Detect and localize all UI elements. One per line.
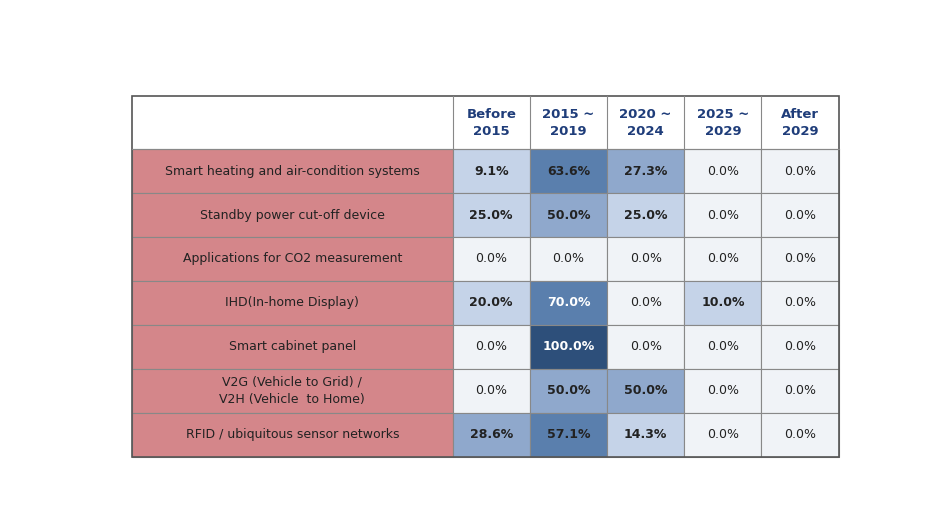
Text: 2015 ~
2019: 2015 ~ 2019 (542, 107, 595, 138)
Bar (607, 325, 684, 369)
Text: 2020 ~
2024: 2020 ~ 2024 (619, 107, 672, 138)
Bar (132, 281, 453, 325)
Text: 100.0%: 100.0% (542, 341, 595, 353)
Bar (530, 369, 607, 413)
Text: 70.0%: 70.0% (547, 296, 590, 309)
Text: 0.0%: 0.0% (707, 341, 739, 353)
Bar (607, 413, 684, 457)
Text: 50.0%: 50.0% (547, 208, 590, 222)
Text: 0.0%: 0.0% (476, 385, 508, 397)
Bar (607, 149, 684, 193)
Bar (453, 325, 530, 369)
Text: After
2029: After 2029 (781, 107, 819, 138)
Text: 0.0%: 0.0% (784, 428, 816, 442)
Bar (607, 237, 684, 281)
Text: 0.0%: 0.0% (707, 252, 739, 266)
Bar (453, 193, 530, 237)
Text: 0.0%: 0.0% (553, 252, 585, 266)
Bar (530, 237, 607, 281)
Bar (530, 325, 607, 369)
Text: IHD(In-home Display): IHD(In-home Display) (226, 296, 359, 309)
Bar (761, 281, 838, 325)
Bar (761, 325, 838, 369)
Bar (684, 413, 761, 457)
Bar (761, 193, 838, 237)
Text: Before
2015: Before 2015 (466, 107, 516, 138)
Bar (684, 369, 761, 413)
Bar (530, 193, 607, 237)
Text: 0.0%: 0.0% (784, 165, 816, 178)
Bar (132, 96, 838, 457)
Bar (132, 413, 453, 457)
Text: 0.0%: 0.0% (707, 385, 739, 397)
Text: 0.0%: 0.0% (784, 252, 816, 266)
Text: Standby power cut-off device: Standby power cut-off device (200, 208, 384, 222)
Bar (684, 149, 761, 193)
Text: 2025 ~
2029: 2025 ~ 2029 (697, 107, 749, 138)
Text: 0.0%: 0.0% (707, 428, 739, 442)
Bar (530, 413, 607, 457)
Bar (132, 325, 453, 369)
Bar (132, 369, 453, 413)
Bar (684, 325, 761, 369)
Text: 0.0%: 0.0% (707, 208, 739, 222)
Text: V2G (Vehicle to Grid) /
V2H (Vehicle  to Home): V2G (Vehicle to Grid) / V2H (Vehicle to … (219, 376, 366, 406)
Text: 20.0%: 20.0% (469, 296, 513, 309)
Text: 50.0%: 50.0% (547, 385, 590, 397)
Bar (607, 281, 684, 325)
Text: 0.0%: 0.0% (630, 341, 662, 353)
Text: Smart heating and air-condition systems: Smart heating and air-condition systems (164, 165, 420, 178)
Text: 0.0%: 0.0% (784, 341, 816, 353)
Bar (132, 193, 453, 237)
Text: 28.6%: 28.6% (470, 428, 513, 442)
Text: 25.0%: 25.0% (469, 208, 513, 222)
Bar (453, 281, 530, 325)
Text: 0.0%: 0.0% (784, 296, 816, 309)
Bar (761, 149, 838, 193)
Bar (530, 149, 607, 193)
Text: 0.0%: 0.0% (476, 252, 508, 266)
Text: 27.3%: 27.3% (624, 165, 667, 178)
Bar (684, 193, 761, 237)
Text: 9.1%: 9.1% (474, 165, 509, 178)
Bar (530, 281, 607, 325)
Text: 14.3%: 14.3% (624, 428, 667, 442)
Bar (453, 413, 530, 457)
Bar (132, 237, 453, 281)
Bar (761, 413, 838, 457)
Bar (607, 193, 684, 237)
Text: 10.0%: 10.0% (701, 296, 744, 309)
Text: 50.0%: 50.0% (624, 385, 667, 397)
Bar (132, 149, 453, 193)
Text: 0.0%: 0.0% (630, 252, 662, 266)
Text: 0.0%: 0.0% (784, 208, 816, 222)
Bar (684, 281, 761, 325)
Bar (453, 149, 530, 193)
Text: 63.6%: 63.6% (547, 165, 590, 178)
Text: 0.0%: 0.0% (707, 165, 739, 178)
Bar (761, 237, 838, 281)
Text: 0.0%: 0.0% (784, 385, 816, 397)
Text: Smart cabinet panel: Smart cabinet panel (228, 341, 356, 353)
Bar (607, 369, 684, 413)
Text: 0.0%: 0.0% (476, 341, 508, 353)
Text: 57.1%: 57.1% (547, 428, 590, 442)
Text: RFID / ubiquitous sensor networks: RFID / ubiquitous sensor networks (185, 428, 400, 442)
Bar (761, 369, 838, 413)
Text: 0.0%: 0.0% (630, 296, 662, 309)
Bar (684, 237, 761, 281)
Text: Applications for CO2 measurement: Applications for CO2 measurement (182, 252, 402, 266)
Text: 25.0%: 25.0% (624, 208, 667, 222)
Bar (453, 237, 530, 281)
Bar (453, 369, 530, 413)
